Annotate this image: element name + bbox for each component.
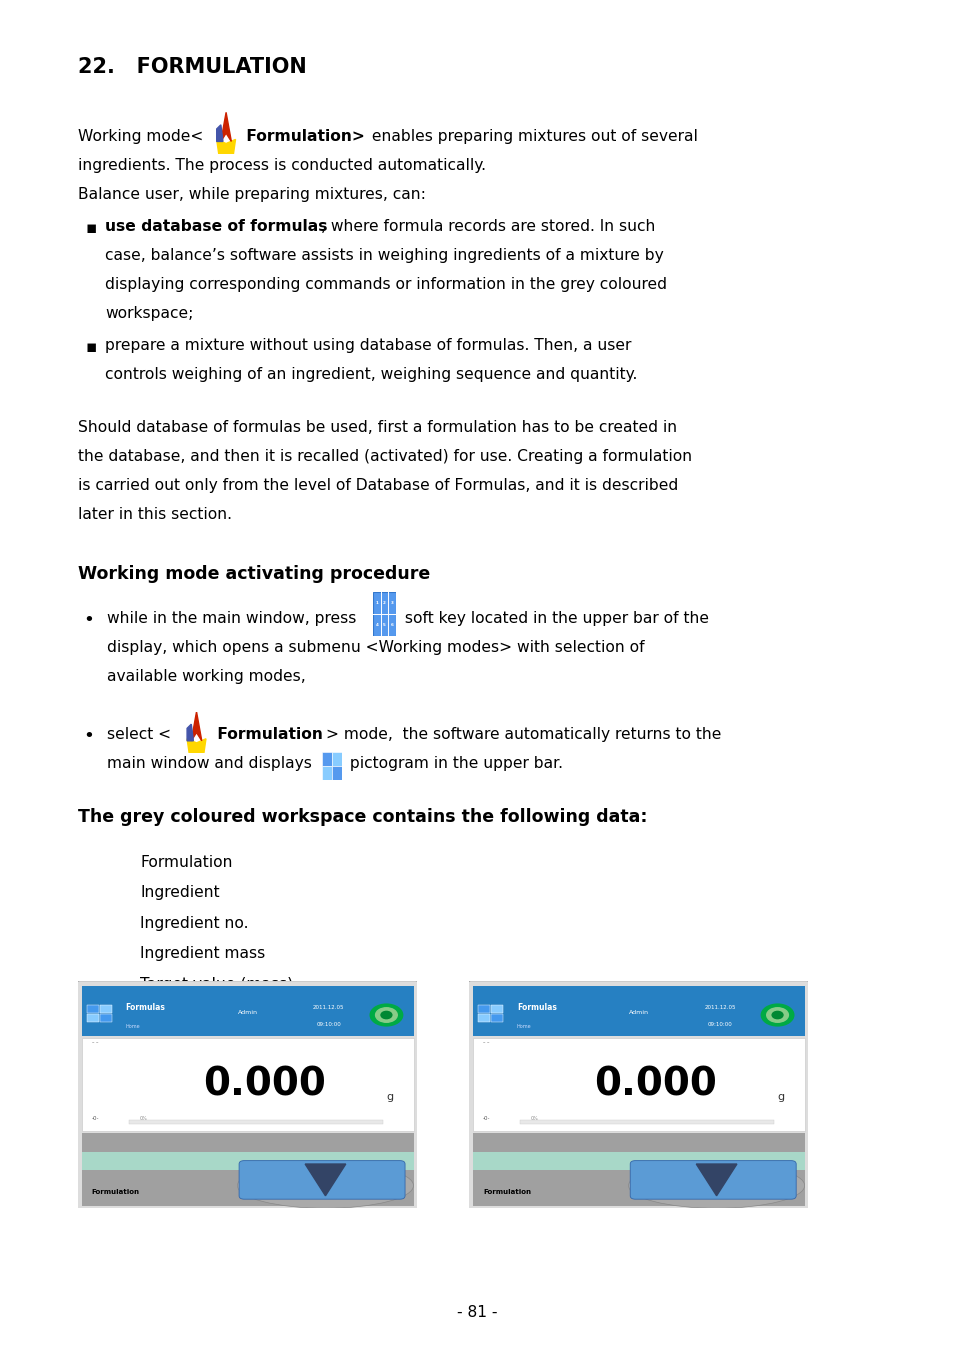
Text: prepare a mixture without using database of formulas. Then, a user: prepare a mixture without using database…	[105, 339, 631, 354]
Text: select <: select <	[107, 728, 171, 743]
Text: Working mode<: Working mode<	[78, 130, 203, 144]
Text: later in this section.: later in this section.	[78, 506, 232, 521]
Text: case, balance’s software assists in weighing ingredients of a mixture by: case, balance’s software assists in weig…	[105, 248, 663, 263]
Text: , where formula records are stored. In such: , where formula records are stored. In s…	[320, 219, 654, 235]
Text: Working mode activating procedure: Working mode activating procedure	[78, 564, 430, 583]
Text: ingredients. The process is conducted automatically.: ingredients. The process is conducted au…	[78, 158, 486, 173]
Text: > mode,  the software automatically returns to the: > mode, the software automatically retur…	[326, 728, 720, 743]
Text: available working modes,: available working modes,	[107, 670, 305, 684]
Text: Ingredient no.: Ingredient no.	[140, 915, 249, 931]
Text: Ingredient: Ingredient	[140, 886, 219, 900]
Text: •: •	[83, 728, 93, 745]
Text: ▪: ▪	[86, 339, 97, 356]
Text: enables preparing mixtures out of several: enables preparing mixtures out of severa…	[367, 130, 698, 144]
Text: controls weighing of an ingredient, weighing sequence and quantity.: controls weighing of an ingredient, weig…	[105, 367, 637, 382]
Text: while in the main window, press: while in the main window, press	[107, 612, 355, 626]
Text: Ingredient mass: Ingredient mass	[140, 946, 265, 961]
Text: •: •	[83, 612, 93, 629]
Text: use database of formulas: use database of formulas	[105, 219, 327, 235]
Text: Target value (mass): Target value (mass)	[140, 977, 294, 992]
Text: soft key located in the upper bar of the: soft key located in the upper bar of the	[399, 612, 708, 626]
Text: 22.   FORMULATION: 22. FORMULATION	[78, 57, 307, 77]
Text: pictogram in the upper bar.: pictogram in the upper bar.	[345, 756, 563, 771]
Text: Formulation>: Formulation>	[241, 130, 365, 144]
Text: Should database of formulas be used, first a formulation has to be created in: Should database of formulas be used, fir…	[78, 420, 677, 435]
Text: The grey coloured workspace contains the following data:: The grey coloured workspace contains the…	[78, 809, 647, 826]
Text: the database, and then it is recalled (activated) for use. Creating a formulatio: the database, and then it is recalled (a…	[78, 448, 692, 463]
Text: workspace;: workspace;	[105, 306, 193, 321]
Text: Formulation: Formulation	[212, 728, 322, 743]
Text: display, which opens a submenu <Working modes> with selection of: display, which opens a submenu <Working …	[107, 640, 644, 655]
Text: displaying corresponding commands or information in the grey coloured: displaying corresponding commands or inf…	[105, 277, 666, 293]
Text: Balance user, while preparing mixtures, can:: Balance user, while preparing mixtures, …	[78, 188, 426, 202]
Text: is carried out only from the level of Database of Formulas, and it is described: is carried out only from the level of Da…	[78, 478, 678, 493]
Text: ▪: ▪	[86, 219, 97, 238]
Text: Formulation: Formulation	[140, 855, 233, 869]
Text: Sum: Sum	[140, 1007, 174, 1022]
Text: main window and displays: main window and displays	[107, 756, 312, 771]
Text: - 81 -: - 81 -	[456, 1305, 497, 1320]
